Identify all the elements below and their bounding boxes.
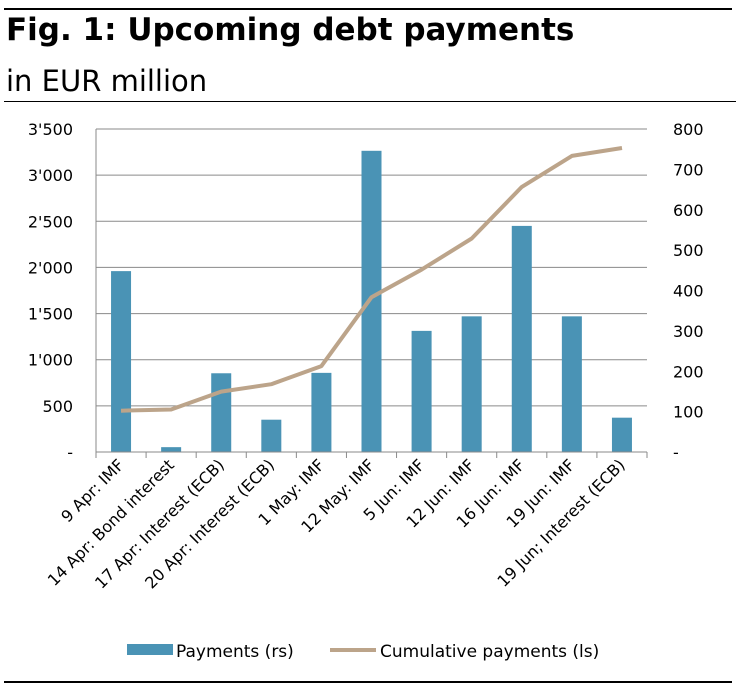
right-tick-label: 700 [673, 160, 704, 179]
bar-6 [361, 150, 382, 453]
legend: Payments (rs) Cumulative payments (ls) [127, 642, 599, 662]
chart-title: Fig. 1: Upcoming debt payments [6, 12, 575, 48]
right-tick-label: 200 [673, 362, 704, 381]
legend-label-cumulative: Cumulative payments (ls) [380, 642, 599, 662]
left-tick-label: 2'500 [28, 212, 73, 231]
bar-1 [111, 271, 132, 452]
top-rule [4, 8, 732, 10]
bar-9 [511, 225, 532, 452]
left-tick-label: 1'000 [28, 351, 73, 370]
chart-subtitle: in EUR million [6, 64, 208, 98]
right-tick-label: 400 [673, 282, 704, 301]
bottom-rule [4, 681, 732, 683]
bar-3 [211, 373, 232, 452]
left-tick-label: 2'000 [28, 258, 73, 277]
bar-11 [611, 417, 632, 452]
bar-2 [161, 447, 182, 452]
left-tick-label: 500 [42, 397, 73, 416]
bar-4 [261, 419, 282, 452]
left-tick-label: - [67, 443, 73, 462]
left-tick-label: 3'000 [28, 166, 73, 185]
left-axis-ticks: - 500 1'000 1'500 2'000 2'500 3'000 3'500 [28, 120, 73, 462]
right-tick-label: 800 [673, 120, 704, 139]
bar-7 [411, 330, 432, 452]
header-rule [4, 101, 736, 102]
left-tick-label: 3'500 [28, 120, 73, 139]
right-tick-label: 100 [673, 403, 704, 422]
legend-label-payments: Payments (rs) [176, 642, 294, 662]
bar-8 [461, 316, 482, 452]
bar-10 [561, 316, 582, 452]
right-tick-label: 300 [673, 322, 704, 341]
right-axis-ticks: - 100 200 300 400 500 600 700 800 [673, 120, 704, 462]
cumulative-line [120, 146, 623, 413]
left-tick-label: 1'500 [28, 305, 73, 324]
right-tick-label: - [673, 443, 679, 462]
payments-bars [95, 150, 648, 458]
legend-swatch-payments [127, 644, 173, 655]
bar-5 [311, 372, 332, 452]
right-tick-label: 600 [673, 201, 704, 220]
right-tick-label: 500 [673, 241, 704, 260]
